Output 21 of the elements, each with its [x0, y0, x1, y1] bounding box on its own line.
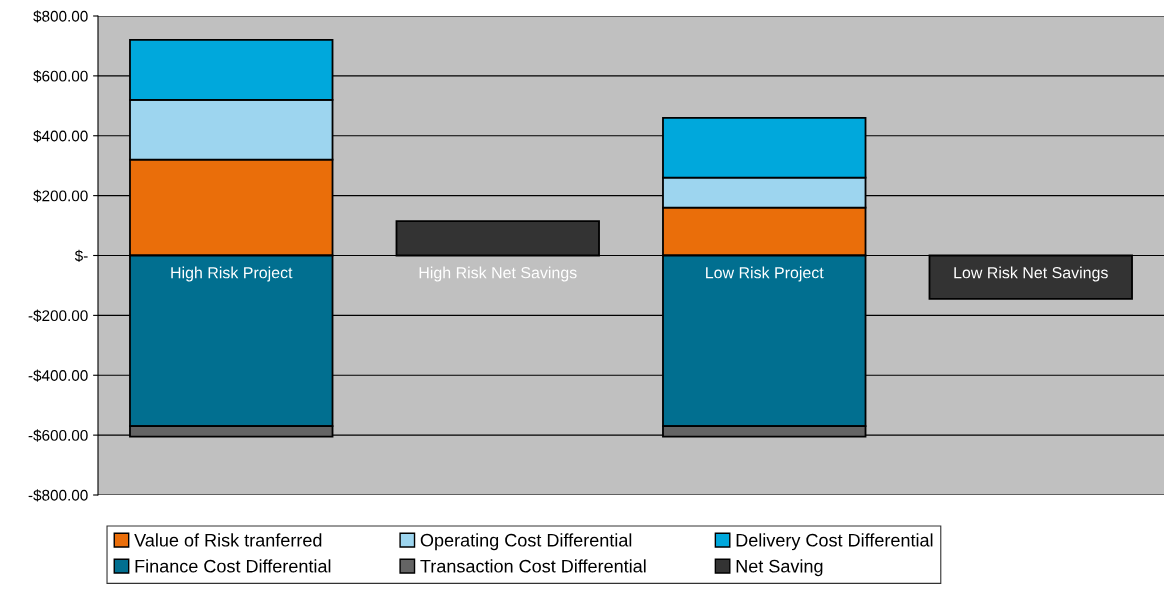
y-tick-label: -$800.00 — [28, 489, 88, 502]
y-tick-label: $- — [74, 249, 88, 263]
y-tick-label: -$200.00 — [28, 309, 88, 322]
x-tick-label: Low Risk Net Savings — [954, 266, 1108, 282]
legend-label: Net Saving — [736, 559, 823, 577]
y-tick-label: $400.00 — [33, 129, 88, 143]
y-tick-label: -$600.00 — [28, 429, 88, 442]
bar — [395, 220, 600, 257]
x-tick-label: High Risk Project — [171, 266, 293, 282]
y-tick-label: -$400.00 — [28, 369, 88, 382]
legend-label: Operating Cost Differential — [420, 533, 632, 551]
x-tick-label: Low Risk Project — [706, 266, 824, 282]
x-tick-label: High Risk Net Savings — [419, 266, 577, 282]
legend-label: Finance Cost Differential — [135, 559, 331, 573]
legend-label: Delivery Cost Differential — [736, 533, 933, 551]
bar — [928, 254, 1133, 300]
legend-label: Transaction Cost Differential — [420, 559, 646, 573]
y-tick-label: $600.00 — [33, 70, 88, 83]
legend-label: Value of Risk tranferred — [134, 533, 322, 547]
y-tick-label: $800.00 — [33, 10, 88, 23]
y-tick-label: $200.00 — [33, 189, 88, 203]
